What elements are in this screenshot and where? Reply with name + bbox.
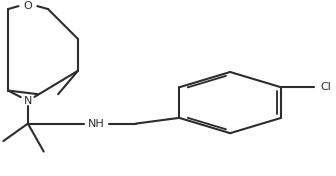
Text: N: N — [24, 96, 32, 106]
Text: O: O — [24, 1, 32, 11]
Text: NH: NH — [87, 119, 104, 128]
Text: Cl: Cl — [321, 82, 331, 92]
